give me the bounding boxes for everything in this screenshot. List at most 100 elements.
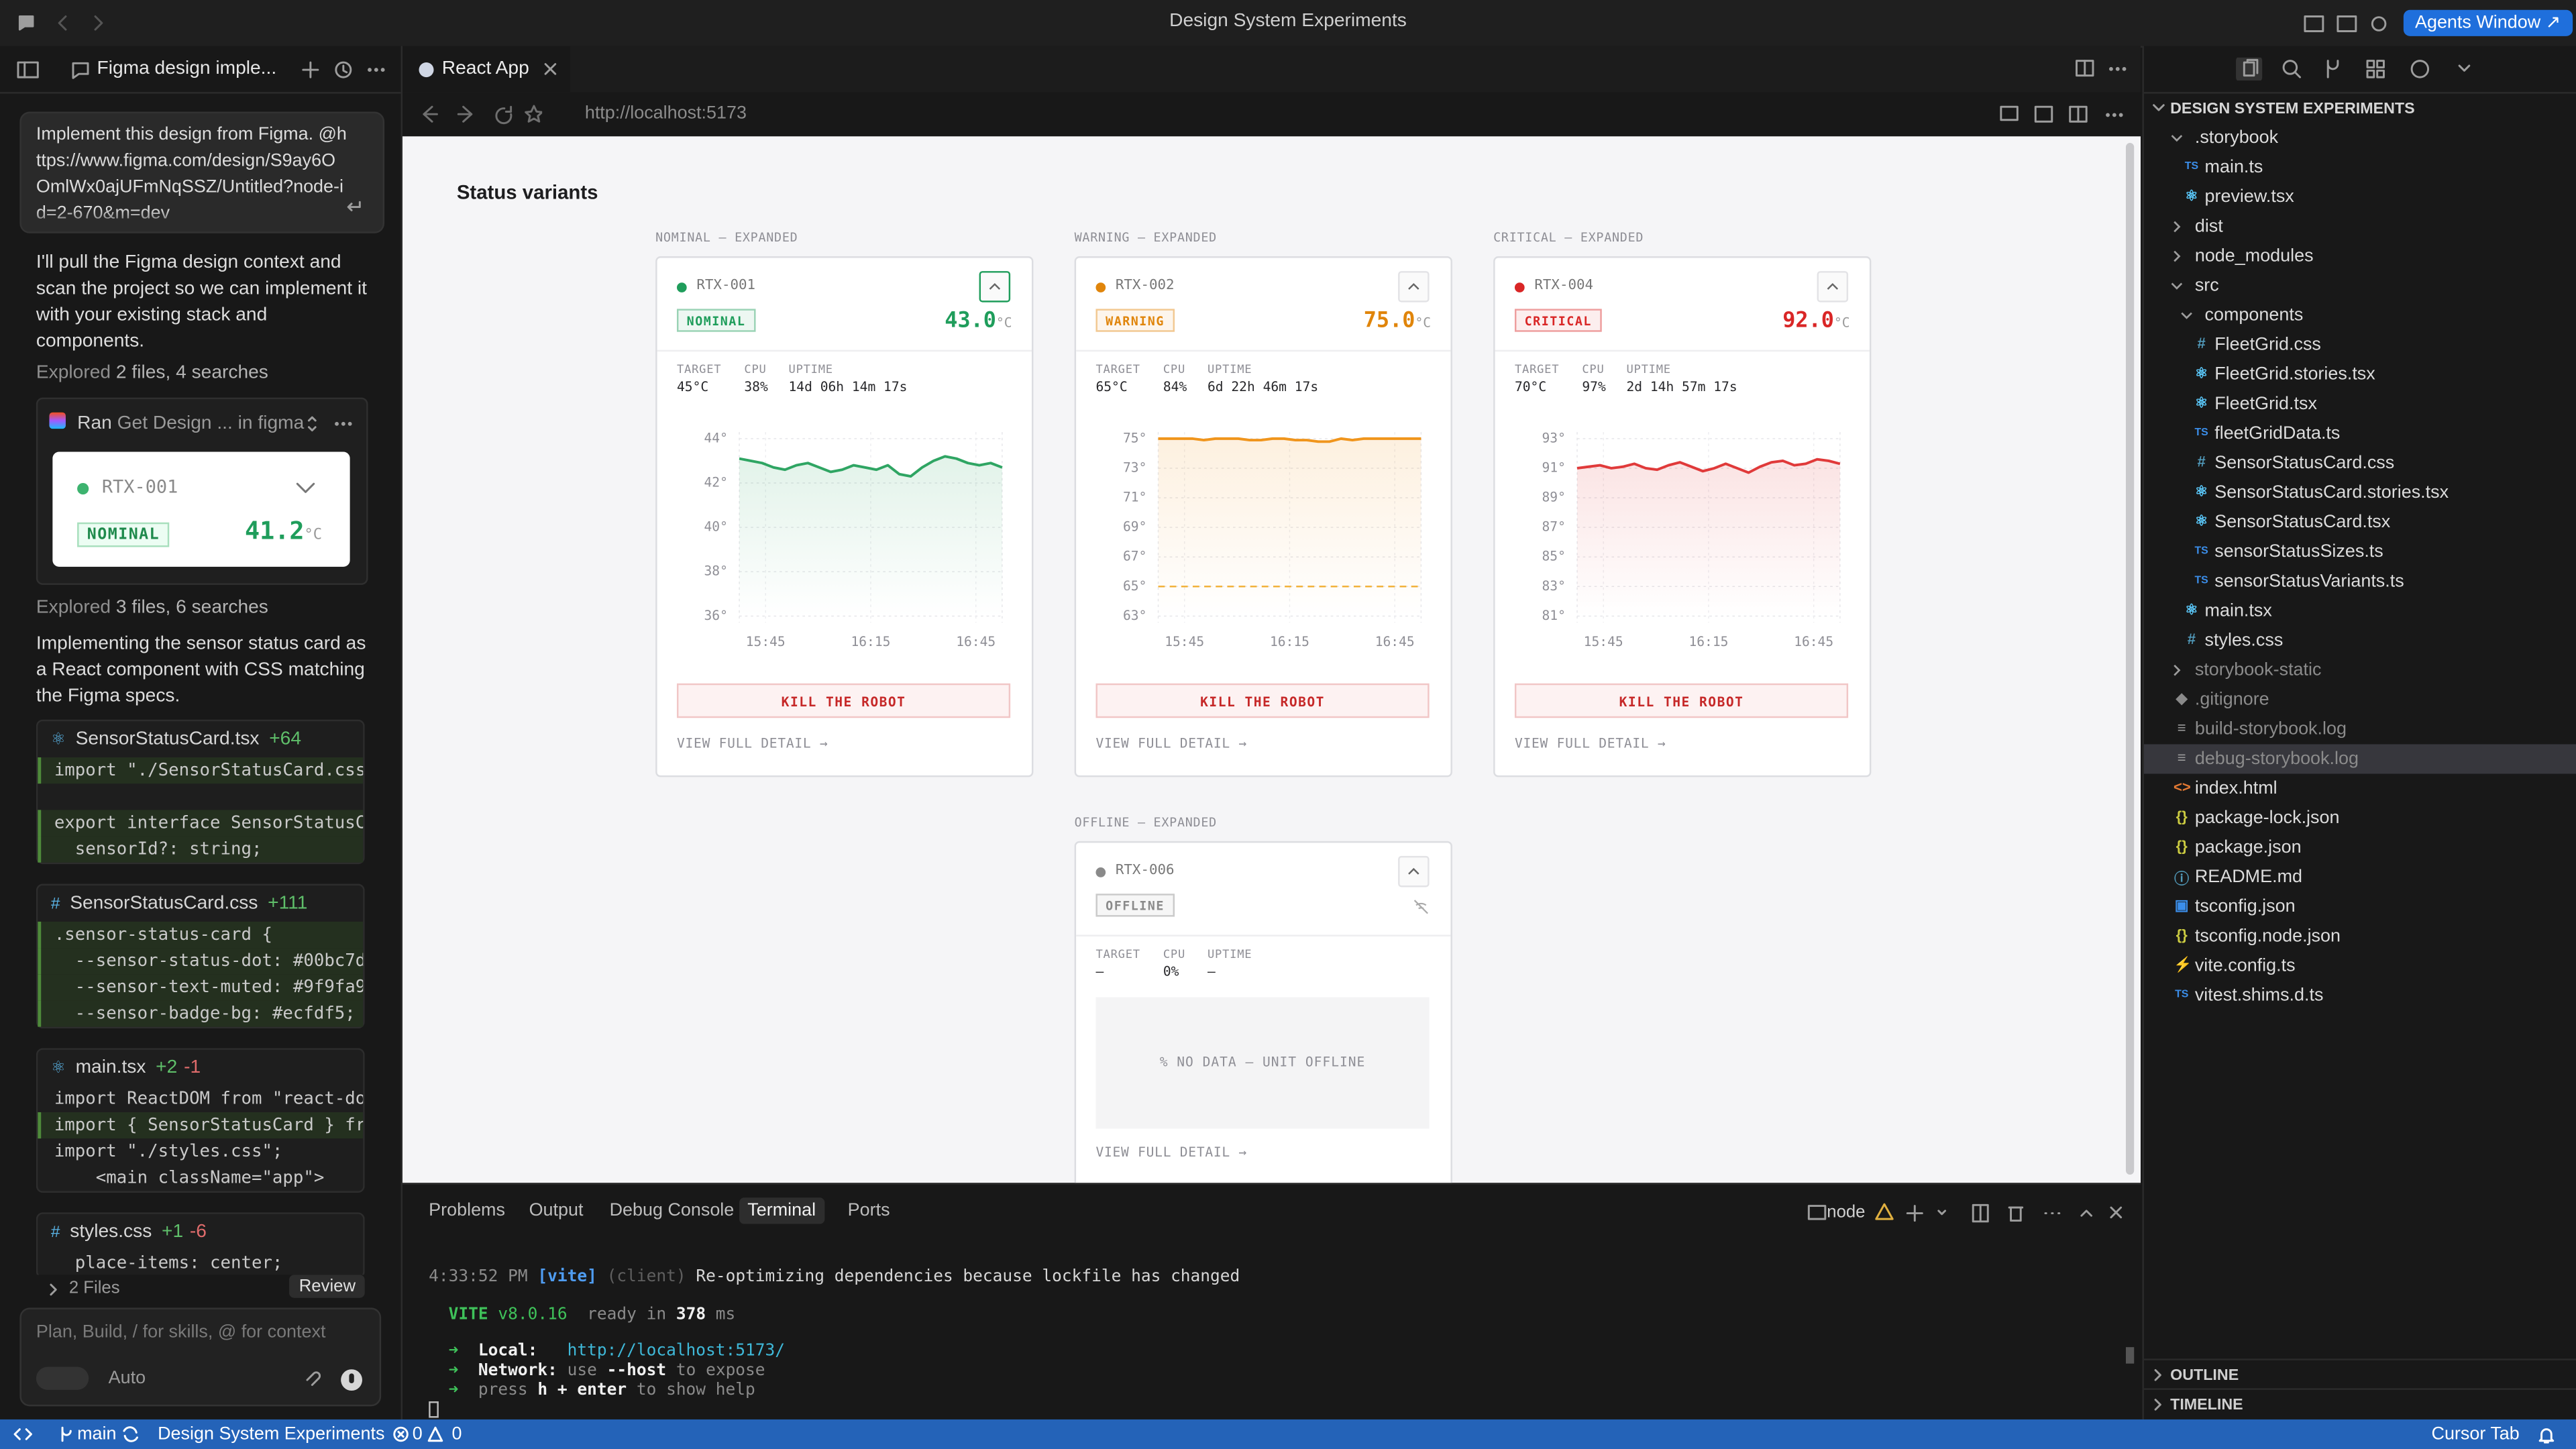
chevrons[interactable]: [2152, 1368, 2165, 1411]
scrollbar[interactable]: [2125, 143, 2135, 1175]
file-row[interactable]: {} tsconfig.node.json: [2144, 922, 2576, 951]
sidebar-toggle[interactable]: [16, 61, 39, 79]
revert-icon[interactable]: [343, 199, 363, 215]
nav-buttons[interactable]: [419, 103, 543, 125]
folder-row[interactable]: node_modules: [2144, 241, 2576, 271]
chevron: [2171, 282, 2183, 290]
view-detail-link[interactable]: VIEW FULL DETAIL →: [1095, 736, 1248, 751]
chevron[interactable]: [296, 482, 315, 495]
browser-tab[interactable]: React App: [402, 46, 570, 93]
browser-actions[interactable]: [1999, 105, 2134, 125]
chat-input[interactable]: Plan, Build, / for skills, @ for context…: [19, 1307, 382, 1407]
file-name: build-storybook.log: [2194, 719, 2347, 740]
file-row[interactable]: ◆ .gitignore: [2144, 685, 2576, 714]
file-row[interactable]: <> index.html: [2144, 773, 2576, 803]
diff-header[interactable]: ⚛ main.tsx +2 -1: [38, 1050, 363, 1086]
panel-tab[interactable]: Output: [529, 1201, 584, 1221]
tool-actions[interactable]: [304, 414, 360, 433]
sidebar-views[interactable]: [2236, 57, 2565, 81]
file-row[interactable]: TS sensorStatusVariants.ts: [2144, 567, 2576, 596]
view-detail-link[interactable]: VIEW FULL DETAIL →: [676, 736, 828, 751]
model-selector[interactable]: Auto: [108, 1368, 146, 1389]
file-row[interactable]: # SensorStatusCard.css: [2144, 449, 2576, 478]
folder-row[interactable]: components: [2144, 301, 2576, 330]
chevron[interactable]: [49, 1283, 59, 1297]
file-row[interactable]: ⚛ FleetGrid.tsx: [2144, 389, 2576, 419]
file-row[interactable]: {} package-lock.json: [2144, 804, 2576, 833]
stat-value: 84%: [1163, 379, 1187, 394]
status-badge: NOMINAL: [676, 309, 756, 332]
kill-button[interactable]: KILL THE ROBOT: [1514, 683, 1849, 718]
diff-header[interactable]: # SensorStatusCard.css +111: [38, 885, 363, 922]
error-count[interactable]: 0: [412, 1424, 423, 1444]
file-row[interactable]: TS main.ts: [2144, 153, 2576, 182]
branch[interactable]: main: [77, 1424, 117, 1444]
chevron[interactable]: [2152, 102, 2165, 115]
folder-row[interactable]: dist: [2144, 212, 2576, 241]
folder-row[interactable]: .storybook: [2144, 123, 2576, 153]
explored-summary[interactable]: Explored 3 files, 6 searches: [36, 598, 268, 617]
timeline-section[interactable]: TIMELINE: [2170, 1396, 2243, 1415]
panel-tab[interactable]: Debug Console: [609, 1201, 735, 1221]
remote-and-branch[interactable]: [13, 1426, 79, 1442]
file-row[interactable]: TS vitest.shims.d.ts: [2144, 981, 2576, 1010]
collapse-button[interactable]: [1817, 271, 1849, 303]
terminal-process[interactable]: node: [1827, 1202, 1866, 1223]
file-row[interactable]: # FleetGrid.css: [2144, 330, 2576, 360]
collapse-button[interactable]: [979, 271, 1011, 303]
panel-tab[interactable]: Ports: [847, 1201, 890, 1221]
panel-tab[interactable]: Problems: [429, 1201, 505, 1221]
view-detail-link[interactable]: VIEW FULL DETAIL →: [1514, 736, 1666, 751]
agent-mode-toggle[interactable]: [36, 1366, 89, 1390]
files-count[interactable]: 2 Files: [68, 1278, 120, 1298]
file-row[interactable]: TS sensorStatusSizes.ts: [2144, 537, 2576, 567]
file-row[interactable]: ▣ tsconfig.json: [2144, 892, 2576, 922]
sync-icon[interactable]: [121, 1426, 140, 1442]
chevron-path: [1408, 867, 1419, 875]
kill-button[interactable]: KILL THE ROBOT: [1095, 683, 1430, 718]
file-row[interactable]: ⚛ main.tsx: [2144, 596, 2576, 626]
code-line: export interface SensorStatusCard: [38, 810, 364, 837]
file-row[interactable]: {} package.json: [2144, 833, 2576, 863]
diff-header[interactable]: # styles.css +1 -6: [38, 1214, 363, 1250]
input-actions[interactable]: [304, 1368, 363, 1391]
file-row[interactable]: ⚛ SensorStatusCard.tsx: [2144, 508, 2576, 537]
collapse-button[interactable]: [1398, 855, 1430, 888]
explorer-root[interactable]: DESIGN SYSTEM EXPERIMENTS: [2170, 100, 2415, 119]
file-row[interactable]: TS fleetGridData.ts: [2144, 419, 2576, 448]
chat-actions[interactable]: [301, 59, 391, 80]
outline-section[interactable]: OUTLINE: [2170, 1366, 2239, 1385]
file-name: src: [2194, 276, 2219, 296]
file-row[interactable]: # styles.css: [2144, 626, 2576, 655]
review-button[interactable]: Review: [289, 1275, 366, 1298]
panel-actions[interactable]: [1807, 1203, 2133, 1224]
collapse-button[interactable]: [1398, 271, 1430, 303]
chevron-path: [989, 282, 1001, 290]
project-name[interactable]: Design System Experiments: [158, 1424, 385, 1444]
diff-header[interactable]: ⚛ SensorStatusCard.tsx +64: [38, 721, 363, 757]
kill-button[interactable]: KILL THE ROBOT: [676, 683, 1011, 718]
warning-count[interactable]: 0: [451, 1424, 462, 1444]
file-row[interactable]: ⚛ FleetGrid.stories.tsx: [2144, 360, 2576, 389]
panel-tab[interactable]: Terminal: [739, 1197, 824, 1224]
file-row[interactable]: ⚛ SensorStatusCard.stories.tsx: [2144, 478, 2576, 508]
agents-window-button[interactable]: Agents Window ↗: [2403, 9, 2573, 36]
file-row[interactable]: ≡ build-storybook.log: [2144, 714, 2576, 744]
file-row[interactable]: ⚡ vite.config.ts: [2144, 951, 2576, 981]
x-tick-label: 16:45: [1794, 634, 1833, 649]
folder-row[interactable]: src: [2144, 271, 2576, 301]
cursor-tab[interactable]: Cursor Tab: [2431, 1424, 2520, 1444]
view-detail-link[interactable]: VIEW FULL DETAIL →: [1095, 1144, 1248, 1160]
explored-summary[interactable]: Explored 2 files, 4 searches: [36, 363, 268, 382]
file-row[interactable]: ⓘ README.md: [2144, 863, 2576, 892]
file-row[interactable]: ≡ debug-storybook.log: [2143, 744, 2576, 774]
folder-row[interactable]: storybook-static: [2144, 655, 2576, 685]
bell-icon[interactable]: [2538, 1426, 2555, 1444]
scrollbar[interactable]: [2125, 1347, 2135, 1364]
url-field[interactable]: http://localhost:5173: [584, 103, 747, 123]
tab-actions[interactable]: [2075, 59, 2134, 78]
file-row[interactable]: ⚛ preview.tsx: [2144, 182, 2576, 212]
chat-tab-title[interactable]: Figma design imple...: [97, 59, 277, 79]
code-line: import { SensorStatusCard } from "./Sens…: [38, 1112, 364, 1139]
close-tab[interactable]: [544, 62, 557, 76]
